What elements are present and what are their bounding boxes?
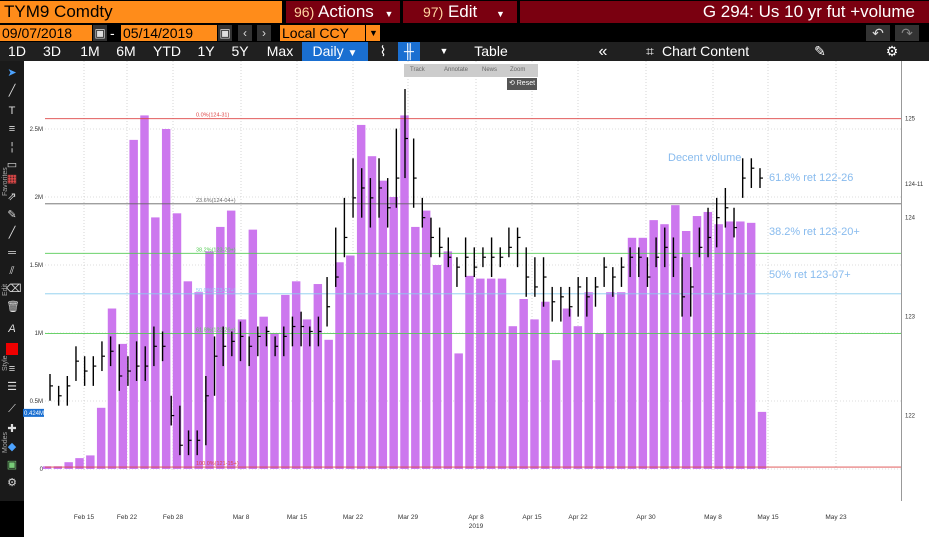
measure-tool-icon[interactable]: ¦: [10, 141, 14, 153]
reset-label: Reset: [516, 80, 536, 87]
chart-content-icon: ⌗: [646, 43, 654, 59]
ticker-field[interactable]: TYM9 Comdty: [0, 1, 282, 23]
zoom-button[interactable]: Zoom: [510, 67, 526, 73]
frequency-label: Daily: [312, 43, 344, 59]
price-axis: [901, 61, 929, 511]
text-tool-icon[interactable]: T: [8, 105, 16, 117]
eraser-icon[interactable]: ⌫: [6, 283, 22, 295]
brush-tool-icon[interactable]: ✎: [7, 209, 17, 221]
bar-chart-icon[interactable]: ╫: [398, 42, 420, 61]
chart-plot-area[interactable]: [45, 61, 901, 511]
line-tool-icon[interactable]: ╱: [8, 85, 16, 97]
chevron-down-icon: ▼: [496, 9, 505, 19]
chart-content-button[interactable]: Chart Content: [662, 43, 750, 59]
news-button[interactable]: News: [482, 67, 498, 73]
period-1d[interactable]: 1D: [8, 43, 26, 59]
parallel-tool-icon[interactable]: ⫽: [9, 265, 15, 277]
period-5y[interactable]: 5Y: [231, 43, 249, 59]
line-style-icon[interactable]: ≡: [8, 363, 16, 375]
settings-icon[interactable]: ⚙: [7, 477, 17, 489]
end-date-field[interactable]: 05/14/2019: [121, 25, 217, 41]
edit-pencil-icon[interactable]: ✎: [814, 43, 826, 59]
crosshair-icon[interactable]: ✚: [7, 423, 17, 435]
calendar-icon[interactable]: ▣: [218, 25, 232, 41]
ray-tool-icon[interactable]: ╱: [8, 227, 16, 239]
actions-number: 96): [294, 4, 315, 20]
date-range-bar: 09/07/2018 ▣ - 05/14/2019 ▣ ‹ › Local CC…: [0, 24, 929, 42]
chevron-right-icon[interactable]: ›: [257, 25, 271, 41]
chevron-down-icon: ▼: [384, 9, 394, 19]
gear-icon[interactable]: ⚙: [885, 43, 899, 59]
collapse-icon[interactable]: «: [598, 43, 608, 60]
table-button[interactable]: Table: [474, 43, 508, 59]
edit-number: 97): [423, 4, 444, 20]
calendar-icon[interactable]: ▣: [93, 25, 107, 41]
chevron-down-icon[interactable]: ▼: [439, 46, 449, 56]
track-button[interactable]: Track: [410, 67, 425, 73]
chevron-left-icon[interactable]: ‹: [238, 25, 252, 41]
fib-tool-icon[interactable]: ≡: [8, 123, 16, 135]
chevron-down-icon[interactable]: ▼: [366, 25, 380, 41]
period-3d[interactable]: 3D: [43, 43, 61, 59]
chart-mini-toolbar: Track Annotate News Zoom: [404, 64, 538, 77]
start-date-field[interactable]: 09/07/2018: [0, 25, 92, 41]
edit-label: Edit: [447, 2, 478, 21]
arrow-tool-icon[interactable]: ⇗: [7, 191, 17, 203]
chart-title: G 294: Us 10 yr fut +volume: [520, 1, 929, 23]
actions-menu[interactable]: 96) Actions ▼: [286, 1, 400, 23]
edit-menu[interactable]: 97) Edit ▼: [403, 1, 517, 23]
hline-tool-icon[interactable]: ═: [8, 247, 16, 259]
volume-axis: [24, 61, 45, 501]
period-max[interactable]: Max: [266, 43, 294, 59]
channel-tool-icon[interactable]: ▦: [6, 173, 18, 185]
color-swatch-icon[interactable]: [6, 343, 18, 355]
period-ytd[interactable]: YTD: [153, 43, 181, 59]
chevron-down-icon: ▼: [347, 48, 358, 59]
period-1m[interactable]: 1M: [80, 43, 100, 59]
title-bar: TYM9 Comdty 96) Actions ▼ 97) Edit ▼ G 2…: [0, 0, 929, 24]
time-axis-strip: [24, 501, 929, 537]
date-separator: -: [110, 25, 115, 41]
chart-toolbar: 1D 3D 1M 6M YTD 1Y 5Y Max Daily ▼ ⌇ ╫ ▼ …: [0, 42, 929, 61]
redo-icon[interactable]: ↷: [895, 25, 919, 41]
drawing-toolbar: ➤ ╱ T ≡ ¦ ▭ Favorites ▦ ⇗ ✎ ╱ ═ ⫽ Edit ⌫…: [0, 61, 24, 501]
trash-icon[interactable]: 🗑: [6, 301, 20, 313]
reset-button[interactable]: ⟲ Reset: [507, 78, 537, 90]
line-chart-icon[interactable]: ⌇: [379, 43, 387, 59]
period-1y[interactable]: 1Y: [197, 43, 215, 59]
mode-icon[interactable]: ⟋: [8, 403, 16, 415]
annotate-button[interactable]: Annotate: [444, 67, 469, 73]
undo-icon[interactable]: ↶: [866, 25, 890, 41]
actions-label: Actions: [318, 2, 374, 21]
period-6m[interactable]: 6M: [116, 43, 136, 59]
pointer-icon[interactable]: ➤: [7, 67, 17, 79]
line-width-icon[interactable]: ☰: [7, 381, 17, 393]
font-icon[interactable]: A: [8, 323, 16, 335]
shape-tool-icon[interactable]: ▭: [6, 159, 18, 171]
currency-field[interactable]: Local CCY: [280, 25, 365, 41]
palette-icon[interactable]: ▣: [6, 459, 18, 471]
frequency-dropdown[interactable]: Daily ▼: [302, 42, 368, 61]
magnet-icon[interactable]: ◆: [7, 441, 17, 453]
